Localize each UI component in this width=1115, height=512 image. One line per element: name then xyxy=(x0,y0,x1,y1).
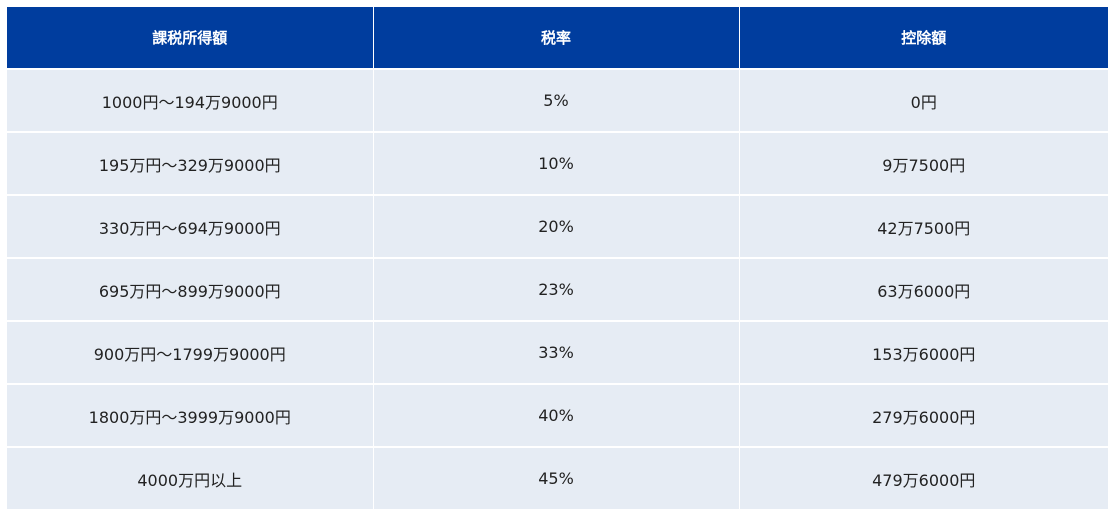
cell-tax-rate: 5% xyxy=(372,68,740,133)
table-row: 1800万円～3999万9000円 40% 279万6000円 xyxy=(7,383,1108,448)
cell-deduction: 153万6000円 xyxy=(738,320,1108,385)
cell-tax-rate: 10% xyxy=(372,131,740,196)
table-row: 695万円～899万9000円 23% 63万6000円 xyxy=(7,257,1108,322)
header-row: 課税所得額 税率 控除額 xyxy=(7,7,1108,69)
table-body: 1000円～194万9000円 5% 0円 195万円～329万9000円 10… xyxy=(7,68,1108,510)
table-row: 4000万円以上 45% 479万6000円 xyxy=(7,446,1108,510)
table-row: 1000円～194万9000円 5% 0円 xyxy=(7,68,1108,133)
cell-tax-rate: 33% xyxy=(372,320,740,385)
table-row: 900万円～1799万9000円 33% 153万6000円 xyxy=(7,320,1108,385)
tax-rate-table: 課税所得額 税率 控除額 1000円～194万9000円 5% 0円 195万円… xyxy=(7,7,1108,510)
cell-tax-rate: 20% xyxy=(372,194,740,259)
header-tax-rate: 税率 xyxy=(372,7,740,69)
cell-deduction: 0円 xyxy=(738,68,1108,133)
cell-deduction: 479万6000円 xyxy=(738,446,1108,510)
cell-taxable-income: 1800万円～3999万9000円 xyxy=(7,383,374,448)
cell-taxable-income: 695万円～899万9000円 xyxy=(7,257,374,322)
cell-tax-rate: 23% xyxy=(372,257,740,322)
table-header: 課税所得額 税率 控除額 xyxy=(7,7,1108,69)
table-row: 330万円～694万9000円 20% 42万7500円 xyxy=(7,194,1108,259)
cell-taxable-income: 900万円～1799万9000円 xyxy=(7,320,374,385)
cell-taxable-income: 1000円～194万9000円 xyxy=(7,68,374,133)
cell-deduction: 279万6000円 xyxy=(738,383,1108,448)
cell-tax-rate: 45% xyxy=(372,446,740,510)
tax-rate-table-container: 課税所得額 税率 控除額 1000円～194万9000円 5% 0円 195万円… xyxy=(7,7,1108,510)
cell-deduction: 63万6000円 xyxy=(738,257,1108,322)
cell-deduction: 42万7500円 xyxy=(738,194,1108,259)
header-taxable-income: 課税所得額 xyxy=(7,7,374,69)
cell-taxable-income: 4000万円以上 xyxy=(7,446,374,510)
cell-deduction: 9万7500円 xyxy=(738,131,1108,196)
table-row: 195万円～329万9000円 10% 9万7500円 xyxy=(7,131,1108,196)
cell-taxable-income: 195万円～329万9000円 xyxy=(7,131,374,196)
header-deduction: 控除額 xyxy=(738,7,1108,69)
cell-taxable-income: 330万円～694万9000円 xyxy=(7,194,374,259)
cell-tax-rate: 40% xyxy=(372,383,740,448)
